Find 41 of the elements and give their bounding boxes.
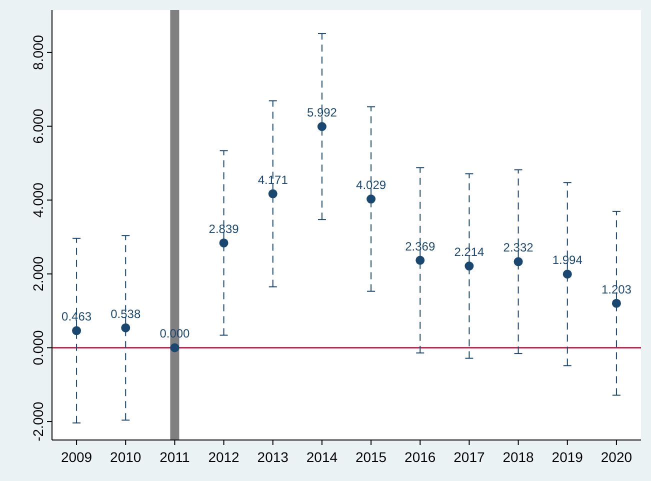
- point: [170, 343, 180, 352]
- point: [317, 122, 326, 132]
- point: [72, 326, 82, 336]
- point: [366, 194, 376, 204]
- point: [219, 238, 228, 248]
- x-tick-label: 2020: [600, 449, 632, 465]
- data-label: 0.538: [110, 306, 141, 321]
- point: [562, 270, 572, 279]
- x-tick-label: 2010: [110, 449, 142, 465]
- x-tick-label: 2014: [306, 449, 338, 465]
- x-tick-label: 2019: [552, 449, 584, 465]
- point: [612, 298, 621, 308]
- data-label: 4.029: [356, 178, 386, 192]
- x-tick-label: 2011: [160, 449, 190, 465]
- data-label: 2.214: [454, 245, 485, 260]
- y-tick-label: -2.000: [30, 401, 46, 442]
- point: [514, 257, 523, 266]
- x-tick-label: 2013: [257, 449, 289, 465]
- y-tick-label: 0.000: [30, 330, 46, 366]
- y-tick-label: 8.000: [30, 34, 46, 70]
- data-label: 1.203: [601, 282, 632, 296]
- x-tick-label: 2017: [454, 449, 485, 465]
- y-tick-label: 4.000: [30, 182, 46, 218]
- data-label: 1.994: [552, 253, 583, 268]
- x-tick-label: 2016: [404, 449, 436, 465]
- data-label: 2.839: [208, 222, 240, 236]
- y-tick-label: 6.000: [30, 108, 46, 144]
- data-label: 5.992: [306, 106, 338, 120]
- data-label: 2.332: [503, 240, 534, 255]
- x-tick-label: 2009: [60, 449, 92, 465]
- x-tick-label: 2018: [502, 449, 534, 465]
- point: [464, 262, 474, 271]
- y-tick-label: 2.000: [30, 256, 46, 292]
- point: [416, 256, 425, 265]
- data-label: 4.171: [258, 172, 288, 187]
- x-tick-label: 2012: [208, 449, 240, 465]
- data-label: 2.369: [405, 239, 436, 254]
- point: [268, 189, 278, 198]
- point: [121, 323, 130, 332]
- x-tick-label: 2015: [355, 449, 387, 465]
- data-label: 0.463: [62, 310, 92, 324]
